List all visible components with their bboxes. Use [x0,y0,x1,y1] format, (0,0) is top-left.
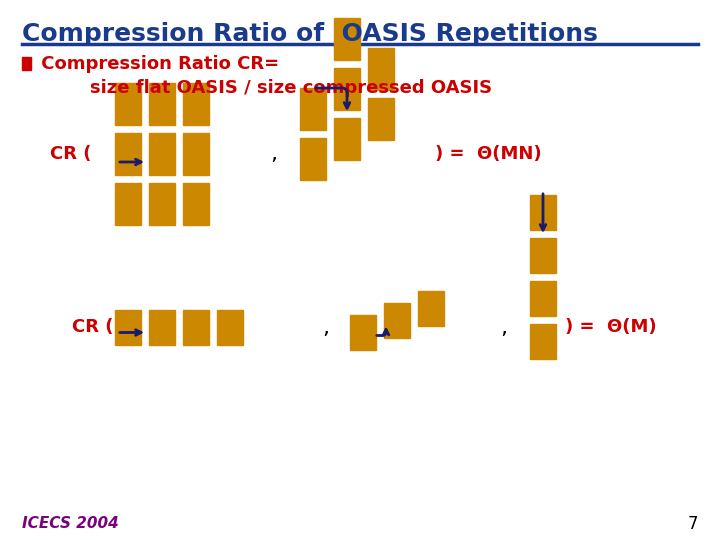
Bar [115,183,141,225]
Bar [183,83,209,125]
Bar [418,291,444,326]
Bar [149,310,175,345]
Text: CR (: CR ( [50,145,91,163]
Bar [217,310,243,345]
Bar [300,138,326,180]
Bar [115,83,141,125]
Bar [183,183,209,225]
Text: ,: , [270,144,277,164]
Bar [368,48,394,90]
Text: Compression Ratio of  OASIS Repetitions: Compression Ratio of OASIS Repetitions [22,22,598,46]
Bar [22,57,31,70]
Bar [350,315,376,350]
Bar [334,68,360,110]
Bar [334,18,360,60]
Text: Compression Ratio CR=: Compression Ratio CR= [35,55,279,73]
Bar [530,238,556,273]
Bar [149,83,175,125]
Bar [115,133,141,175]
Text: CR (: CR ( [72,319,114,336]
Bar [183,133,209,175]
Text: ICECS 2004: ICECS 2004 [22,516,119,531]
Bar [300,88,326,130]
Text: ) =  Θ(MN): ) = Θ(MN) [435,145,541,163]
Text: 7: 7 [688,515,698,533]
Bar [530,195,556,230]
Text: ,: , [322,318,329,338]
Bar [530,281,556,316]
Text: ) =  Θ(M): ) = Θ(M) [565,319,657,336]
Bar [530,324,556,359]
Bar [384,303,410,338]
Bar [149,133,175,175]
Bar [115,310,141,345]
Text: ,: , [500,318,507,338]
Bar [368,98,394,140]
Bar [334,118,360,160]
Text: size flat OASIS / size compressed OASIS: size flat OASIS / size compressed OASIS [90,79,492,97]
Bar [149,183,175,225]
Bar [183,310,209,345]
